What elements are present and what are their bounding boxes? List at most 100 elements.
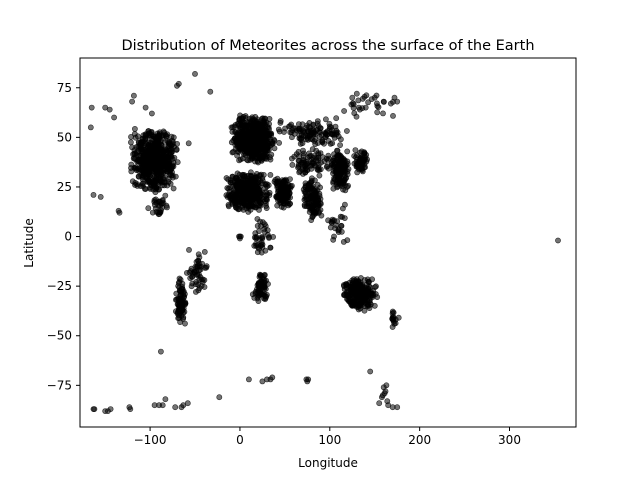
meteorite-point [269, 374, 276, 381]
meteorite-point [134, 181, 141, 187]
meteorite-point [151, 181, 158, 188]
meteorite-point [244, 156, 250, 163]
meteorite-point [178, 285, 185, 292]
meteorite-point [349, 94, 356, 101]
meteorite-point [367, 368, 374, 375]
meteorite-point [230, 183, 236, 190]
meteorite-point [376, 400, 383, 407]
meteorite-point [245, 120, 252, 126]
meteorite-point [195, 251, 202, 258]
meteorite-point [154, 160, 161, 167]
meteorite-point [170, 185, 177, 192]
meteorite-point [262, 185, 268, 192]
meteorite-point [130, 92, 137, 99]
meteorite-point [149, 209, 156, 216]
meteorite-point [313, 147, 320, 154]
meteorite-point [244, 148, 251, 155]
meteorite-point [382, 388, 389, 395]
meteorite-point [340, 282, 347, 288]
meteorite-point [262, 121, 269, 128]
meteorite-point [244, 186, 250, 193]
meteorite-point [337, 142, 343, 148]
meteorite-point [152, 150, 159, 157]
meteorite-point [309, 136, 316, 143]
meteorite-point [359, 282, 366, 289]
meteorite-point [274, 184, 281, 191]
data-points [87, 71, 561, 414]
meteorite-point [192, 281, 199, 288]
meteorite-point [234, 199, 240, 206]
meteorite-point [231, 135, 238, 142]
meteorite-point [358, 160, 365, 167]
meteorite-point [311, 208, 318, 215]
meteorite-point [295, 161, 302, 168]
meteorite-point [387, 100, 394, 107]
meteorite-point [131, 125, 138, 132]
meteorite-point [207, 88, 214, 95]
meteorite-point [281, 195, 288, 202]
chart-title: Distribution of Meteorites across the su… [121, 38, 534, 54]
meteorite-point [330, 179, 336, 186]
meteorite-point [111, 114, 117, 121]
meteorite-point [151, 198, 158, 205]
meteorite-point [258, 284, 265, 291]
meteorite-point [263, 195, 270, 202]
meteorite-point [302, 165, 309, 172]
y-axis-label: Latitude [22, 218, 36, 267]
x-axis-label: Longitude [298, 456, 358, 470]
meteorite-point [248, 200, 254, 207]
meteorite-point [330, 185, 337, 192]
meteorite-point [308, 129, 314, 136]
meteorite-point [301, 203, 308, 209]
meteorite-point [331, 233, 337, 240]
meteorite-point [314, 181, 321, 188]
meteorite-point [312, 200, 319, 207]
meteorite-point [331, 151, 337, 158]
meteorite-point [338, 222, 345, 229]
meteorite-point [321, 140, 327, 147]
meteorite-point [301, 188, 308, 195]
meteorite-point [264, 139, 270, 146]
meteorite-point [282, 125, 288, 132]
meteorite-point [353, 289, 360, 295]
meteorite-point [343, 128, 350, 134]
meteorite-point [310, 194, 317, 201]
meteorite-point [152, 133, 159, 140]
meteorite-point [315, 140, 321, 146]
meteorite-point [312, 186, 318, 193]
meteorite-point [243, 173, 250, 179]
meteorite-point [323, 155, 330, 162]
meteorite-point [266, 234, 272, 240]
meteorite-point [184, 400, 191, 407]
meteorite-point [141, 185, 148, 192]
y-axis-ticks: −75 −50 −25 0 25 50 75 [47, 81, 80, 392]
meteorite-point [379, 392, 386, 399]
meteorite-point [361, 156, 368, 163]
meteorite-point [245, 376, 252, 383]
meteorite-point [152, 174, 159, 181]
meteorite-point [344, 148, 351, 155]
meteorite-point [253, 235, 259, 242]
meteorite-point [373, 283, 379, 290]
meteorite-point [354, 152, 360, 159]
meteorite-point [216, 394, 223, 401]
meteorite-point [250, 182, 257, 188]
meteorite-point [163, 154, 170, 161]
meteorite-point [249, 155, 255, 162]
meteorite-point [267, 244, 274, 251]
meteorite-point [305, 181, 312, 188]
meteorite-point [144, 151, 151, 158]
meteorite-point [229, 128, 236, 135]
meteorite-point [355, 298, 362, 305]
meteorite-point [159, 169, 165, 175]
meteorite-point [259, 219, 266, 226]
meteorite-point [322, 133, 329, 140]
meteorite-point [236, 233, 242, 240]
meteorite-point [203, 264, 210, 271]
meteorite-point [195, 287, 202, 294]
meteorite-point [173, 147, 180, 153]
y-tick-label: −50 [47, 329, 72, 343]
meteorite-point [228, 177, 234, 184]
meteorite-point [234, 120, 241, 127]
